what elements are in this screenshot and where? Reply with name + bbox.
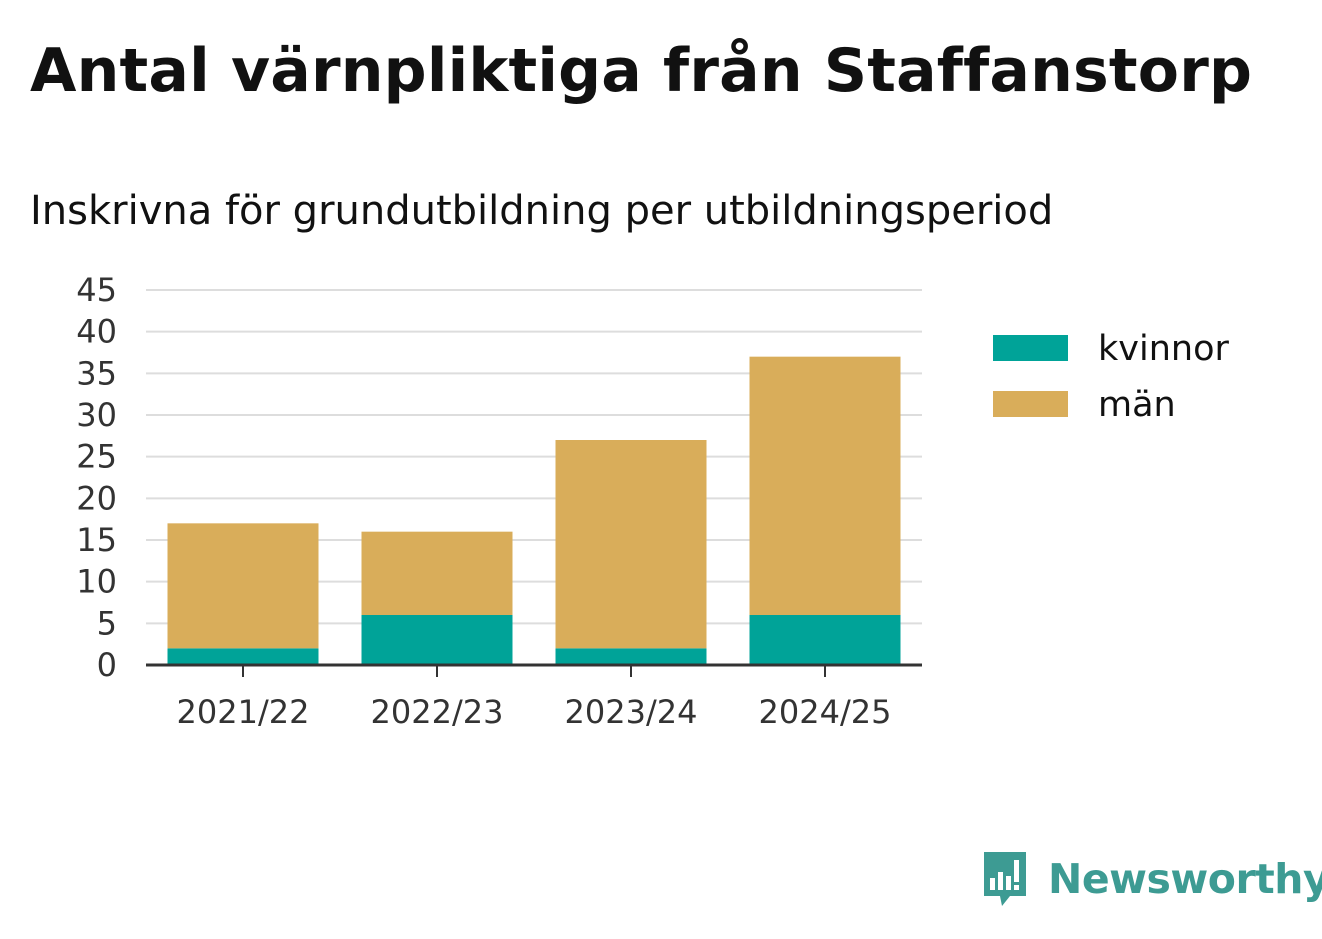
chart-subtitle: Inskrivna för grundutbildning per utbild… xyxy=(30,188,1054,234)
y-tick-label: 5 xyxy=(97,604,117,642)
legend-swatch xyxy=(993,335,1068,361)
y-tick-label: 10 xyxy=(76,563,117,601)
bar-kvinnor-1 xyxy=(361,615,513,665)
y-tick-label: 25 xyxy=(76,438,117,476)
bar-man-1 xyxy=(361,531,513,615)
y-tick-label: 40 xyxy=(76,313,117,351)
y-tick-label: 35 xyxy=(76,354,117,392)
legend-swatch xyxy=(993,391,1068,417)
bar-man-0 xyxy=(167,523,319,649)
y-tick-label: 0 xyxy=(97,646,117,684)
bar-man-2 xyxy=(555,440,707,649)
y-tick-label: 15 xyxy=(76,521,117,559)
y-tick-label: 20 xyxy=(76,479,117,517)
y-tick-label: 30 xyxy=(76,396,117,434)
brand-name: Newsworthy xyxy=(1048,855,1322,903)
legend-label: kvinnor xyxy=(1098,329,1229,369)
x-tick-label: 2023/24 xyxy=(565,693,698,731)
bar-kvinnor-3 xyxy=(749,615,901,665)
bar-kvinnor-0 xyxy=(167,648,319,665)
newsworthy-logo-icon xyxy=(984,852,1026,906)
bar-kvinnor-2 xyxy=(555,648,707,665)
brand-logo: Newsworthy xyxy=(980,848,1322,910)
legend-label: män xyxy=(1098,385,1176,425)
x-tick-label: 2021/22 xyxy=(177,693,310,731)
x-tick-label: 2022/23 xyxy=(371,693,504,731)
chart-title: Antal värnpliktiga från Staffanstorp xyxy=(30,36,1253,106)
y-tick-label: 45 xyxy=(76,271,117,309)
bar-man-3 xyxy=(749,356,901,615)
x-tick-label: 2024/25 xyxy=(759,693,892,731)
